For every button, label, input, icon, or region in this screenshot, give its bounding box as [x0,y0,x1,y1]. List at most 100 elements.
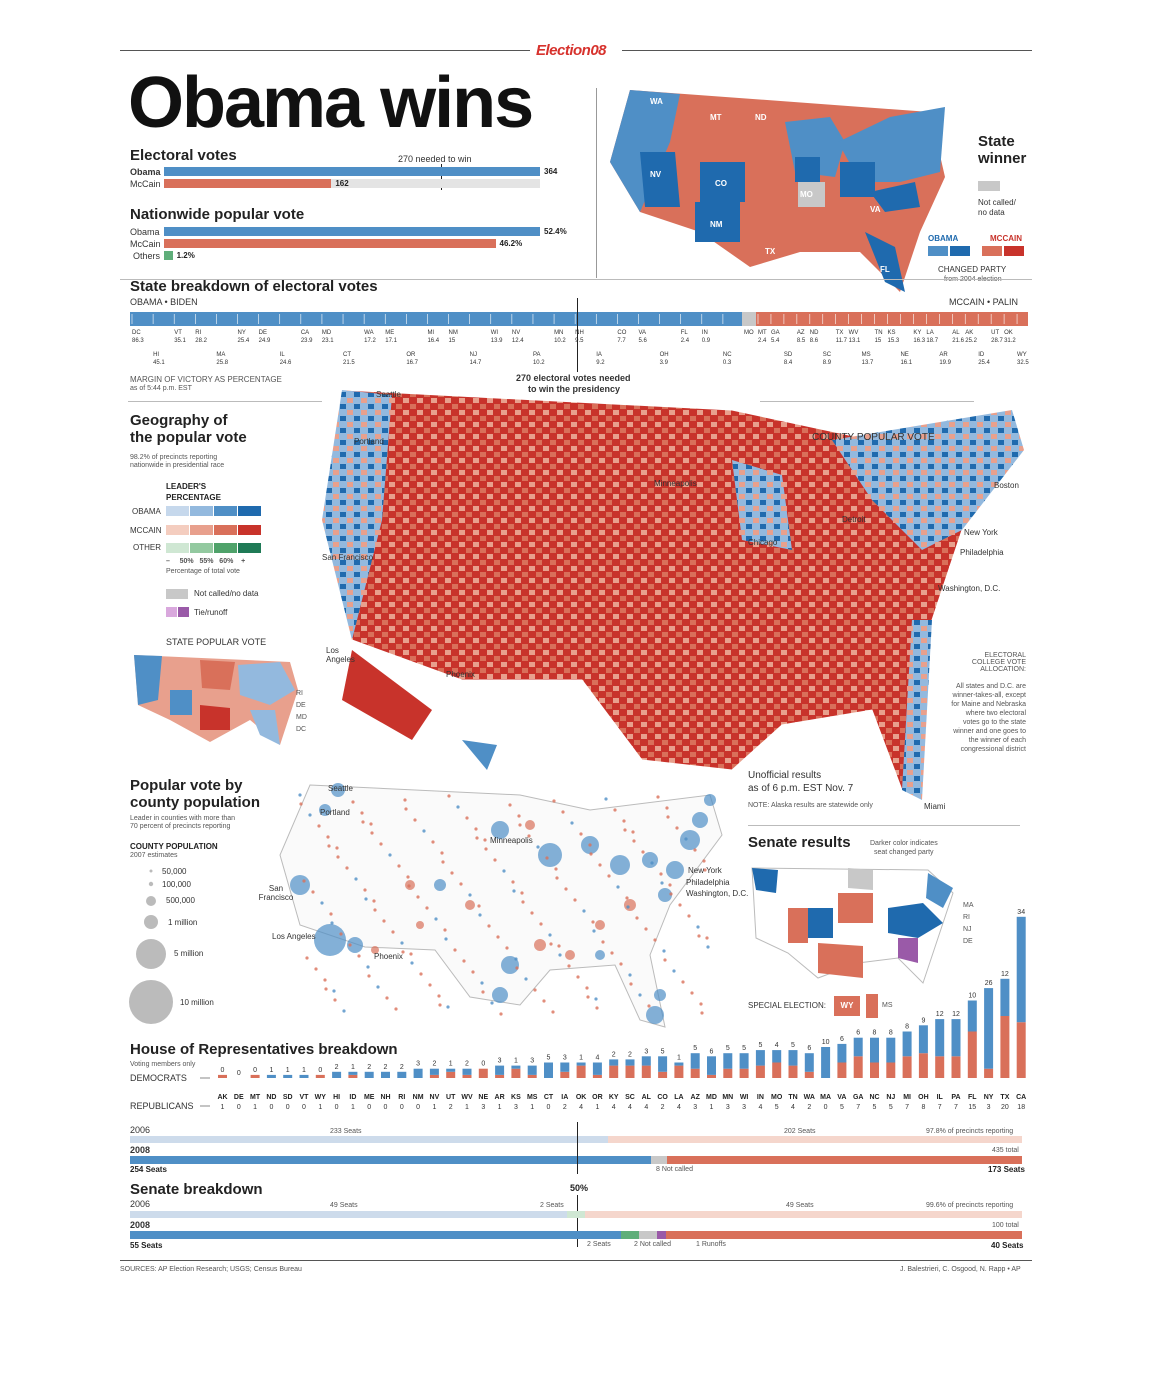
strip-label-TN: TN [875,330,883,336]
house-dem-count-CO: 5 [661,1048,665,1055]
strip-obama [130,312,742,326]
county-dot [613,808,617,812]
city-new-york: New York [964,528,998,537]
strip-label-MN: MN [554,330,563,336]
county-pop-legend-sub: 2007 estimates [130,852,178,859]
house-dem-count-FL: 10 [968,993,976,1000]
senate-inset-ma: MA [963,902,974,909]
house-dem-count-IL: 12 [936,1011,944,1018]
house-bar-dem-OK [576,1062,586,1066]
house-dem-count-AL: 3 [644,1048,648,1055]
strip-margin-CA: 23.9 [301,338,313,344]
house-rep-count-MD: 1 [710,1104,714,1111]
county-dot [632,839,636,843]
house-bar-dem-FL [967,1000,977,1032]
section-rule [120,279,1032,280]
svg-text:WA: WA [650,97,663,106]
house-rep-count-MA: 0 [824,1104,828,1111]
house-state-VA: VA [837,1094,846,1101]
house-bar-dem-UT [446,1068,456,1072]
legend-row-other: OTHER [133,543,161,552]
strip-margin-HI: 45.1 [153,360,165,366]
house-state-CO: CO [657,1094,668,1101]
strip-label-MA: MA [216,352,225,358]
legend-scale-labels: – 50% 55% 60% + [166,558,246,565]
house-2008: 2008 [130,1145,151,1155]
county-dot [360,811,364,815]
county-dot [705,936,709,940]
house-state-NJ: NJ [886,1094,895,1101]
house-bar-rep-MO [772,1062,782,1078]
senate-2006-dem-bar [130,1211,567,1218]
house-rep-count-CT: 0 [547,1104,551,1111]
county-dot [699,1002,703,1006]
county-dot [403,798,407,802]
county-dot [604,797,608,801]
county-dot [425,906,429,910]
house-dem-count-WV: 2 [465,1061,469,1068]
county-dot [493,858,497,862]
strip-margin-TN: 15 [875,338,882,344]
electoral-track [164,179,540,188]
house-rep-label: REPUBLICANS [130,1101,194,1111]
house-state-AK: AK [217,1094,227,1101]
county-bubble [538,843,562,867]
not-called-geo: Not called/no data [194,589,259,598]
house-state-KY: KY [609,1094,619,1101]
electoral-mccain-label: McCain [130,179,161,189]
strip-margin-WV: 13.1 [849,338,861,344]
house-state-CT: CT [544,1094,554,1101]
strip-margin-CT: 21.5 [343,360,355,366]
senate-2008-rep-bar [666,1231,1022,1239]
strip-label-ID: ID [978,352,985,358]
geo-title-1: Geography of [130,412,228,429]
strip-margin-NM: 15 [449,338,456,344]
popular-others-label: Others [133,251,161,261]
house-rep-count-SD: 0 [286,1104,290,1111]
strip-margin-SD: 8.4 [784,360,793,366]
county-bubble [501,956,519,974]
house-bar-dem-NC [870,1037,879,1063]
house-bar-rep-NJ [886,1062,896,1078]
house-dem-count-VA: 6 [840,1036,844,1043]
senate-2006: 2006 [130,1199,151,1209]
county-dot [388,853,392,857]
strip-margin-NY: 25.4 [238,338,250,344]
county-dot [697,934,701,938]
county-dot [668,883,672,887]
house-title: House of Representatives breakdown [130,1041,398,1058]
electoral-obama-bar [164,167,540,176]
county-bubble [658,888,672,902]
county-bubble [692,812,708,828]
county-dot [382,919,386,923]
county-dot [511,880,515,884]
legend-title-1: LEADER'S [166,482,207,491]
county-dot [327,844,331,848]
unofficial-2: as of 6 p.m. EST Nov. 7 [748,783,854,794]
house-dem-count-WI: 5 [742,1045,746,1052]
house-rep-count-NM: 0 [416,1104,420,1111]
popular-obama-bar [164,227,540,236]
county-pop-size-legend [129,869,173,1024]
house-bar-dem-NH [381,1071,390,1078]
house-dem-count-NV: 2 [432,1061,436,1068]
house-rep-count-NE: 3 [481,1104,485,1111]
house-state-MT: MT [250,1094,261,1101]
inset-ri: RI [296,690,303,697]
county-dot [481,990,485,994]
house-bar-rep-WA [804,1071,814,1078]
house-dem-count-SD: 1 [286,1067,290,1074]
rule-geo-right [760,401,974,402]
house-dem-count-IN: 5 [758,1042,762,1049]
electoral-obama-label: Obama [130,167,161,177]
house-rep-count-WA: 2 [807,1104,811,1111]
house-rep-count-OH: 8 [921,1104,925,1111]
county-dot [554,867,558,871]
county-bubble [331,783,345,797]
senate-2008: 2008 [130,1220,151,1230]
county-dot [706,945,710,949]
strip-margin-MD: 23.1 [322,338,334,344]
legend-mccain: MCCAIN [990,234,1022,243]
state-winner-title-1: State [978,133,1015,150]
house-bar-dem-PA [951,1019,961,1057]
